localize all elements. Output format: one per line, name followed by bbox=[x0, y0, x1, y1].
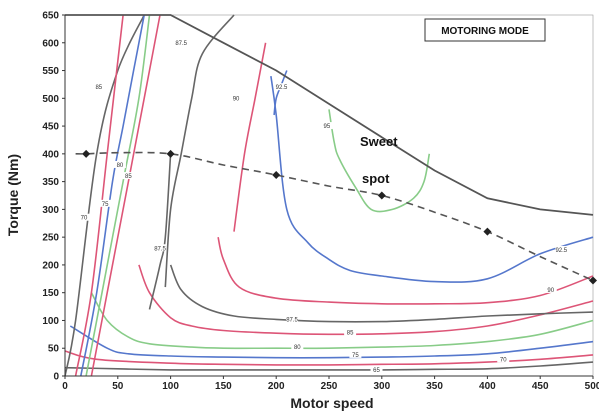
contour-label-bg bbox=[497, 355, 510, 363]
y-tick-label: 300 bbox=[42, 205, 59, 216]
contour-label: 90 bbox=[233, 96, 240, 102]
contour-label: 80 bbox=[117, 163, 124, 169]
contour-label-bg bbox=[349, 350, 362, 358]
sweet-spot-label-line1: Sweet bbox=[360, 134, 398, 149]
x-tick-label: 500 bbox=[585, 381, 599, 392]
efficiency-contours: 657075808587.59092.595857075808587.587.5… bbox=[64, 14, 594, 377]
contour-80-line bbox=[90, 292, 594, 350]
y-tick-label: 600 bbox=[42, 38, 59, 49]
axes: 0 50 100 150 200 250 300 350 400 450 500 0 50 100 150 2… bbox=[42, 11, 599, 393]
contour-label-bg bbox=[344, 328, 357, 336]
contour-label: 85 bbox=[125, 174, 132, 180]
contour-label-bg bbox=[175, 38, 188, 46]
x-tick-label: 400 bbox=[479, 381, 496, 392]
contour-label-bg bbox=[230, 94, 243, 102]
contour-label-bg bbox=[92, 83, 105, 91]
y-tick-label: 400 bbox=[42, 149, 59, 160]
contour-label: 85 bbox=[347, 331, 354, 337]
x-tick-label: 450 bbox=[532, 381, 549, 392]
contour-label: 92.5 bbox=[555, 248, 567, 254]
max-torque-envelope bbox=[65, 14, 594, 216]
y-tick-label: 450 bbox=[42, 122, 59, 133]
mode-box: MOTORING MODE bbox=[424, 18, 546, 42]
operating-point-marker bbox=[589, 276, 597, 285]
contour-label: 87.5 bbox=[154, 246, 166, 252]
x-tick-label: 150 bbox=[215, 381, 232, 392]
contour-label: 80 bbox=[294, 345, 301, 351]
x-tick-label: 200 bbox=[268, 381, 285, 392]
operating-point-marker bbox=[377, 191, 386, 200]
operating-point-marker bbox=[483, 227, 492, 236]
y-tick-label: 150 bbox=[42, 288, 59, 299]
contour-92-5-line bbox=[270, 75, 594, 283]
contour-90-line bbox=[217, 237, 594, 305]
contour-label-bg bbox=[286, 315, 299, 323]
contour-95-line bbox=[328, 109, 431, 213]
optimal-operating-line bbox=[75, 149, 597, 285]
contour-85-line bbox=[90, 14, 161, 377]
y-tick-label: 250 bbox=[42, 233, 59, 244]
operating-point-marker bbox=[82, 149, 91, 158]
contour-label: 75 bbox=[352, 353, 359, 359]
x-tick-label: 300 bbox=[373, 381, 390, 392]
y-tick-label: 200 bbox=[42, 260, 59, 271]
y-tick-label: 650 bbox=[42, 11, 59, 22]
contour-label: 95 bbox=[324, 124, 331, 130]
contour-65-line bbox=[64, 361, 594, 371]
y-tick-label: 0 bbox=[53, 372, 59, 383]
contour-label: 75 bbox=[102, 202, 109, 208]
mode-label: MOTORING MODE bbox=[441, 26, 529, 37]
contour-label-bg bbox=[78, 213, 91, 221]
contour-label: 70 bbox=[81, 216, 88, 222]
contour-label-bg bbox=[370, 365, 383, 373]
contour-75-line bbox=[69, 325, 594, 359]
contour-label: 87.5 bbox=[286, 317, 298, 323]
contour-label-bg bbox=[544, 285, 557, 293]
contour-90-line bbox=[233, 42, 267, 232]
contour-label: 87.5 bbox=[175, 41, 187, 47]
optimal-efficiency-line bbox=[75, 151, 594, 282]
x-tick-label: 350 bbox=[426, 381, 443, 392]
x-tick-label: 50 bbox=[112, 381, 124, 392]
torque-envelope bbox=[65, 14, 594, 216]
x-axis-title: Motor speed bbox=[290, 395, 373, 411]
contour-label: 92.5 bbox=[276, 85, 288, 91]
contour-87-5-line bbox=[169, 264, 594, 323]
contour-label: 65 bbox=[373, 368, 380, 374]
y-tick-label: 100 bbox=[42, 316, 59, 327]
contour-label: 85 bbox=[95, 85, 102, 91]
sweet-spot-label-line2: spot bbox=[362, 171, 390, 186]
contour-label-bg bbox=[555, 245, 568, 253]
operating-point-marker bbox=[166, 149, 175, 158]
contour-label-bg bbox=[275, 83, 288, 91]
contour-label-bg bbox=[291, 343, 304, 351]
y-tick-label: 500 bbox=[42, 94, 59, 105]
contour-label-bg bbox=[154, 244, 167, 252]
contour-label-bg bbox=[99, 199, 112, 207]
contour-70-line bbox=[74, 14, 124, 377]
contour-87-5-line bbox=[148, 153, 172, 310]
contour-label-bg bbox=[113, 160, 126, 168]
contour-85-line bbox=[138, 264, 594, 336]
y-axis-title: Torque (Nm) bbox=[5, 154, 21, 236]
contour-label: 90 bbox=[547, 288, 554, 294]
contour-87-5-line bbox=[164, 14, 235, 288]
contour-85-line bbox=[64, 14, 145, 377]
x-tick-label: 100 bbox=[162, 381, 179, 392]
y-tick-label: 50 bbox=[48, 344, 60, 355]
contour-80-line bbox=[85, 14, 151, 377]
x-tick-label: 250 bbox=[321, 381, 338, 392]
y-tick-label: 550 bbox=[42, 66, 59, 77]
contour-label-bg bbox=[320, 122, 333, 130]
y-tick-label: 350 bbox=[42, 177, 59, 188]
operating-point-marker bbox=[272, 170, 281, 179]
contour-label-bg bbox=[122, 172, 135, 180]
contour-label: 70 bbox=[500, 357, 507, 363]
x-tick-label: 0 bbox=[62, 381, 68, 392]
